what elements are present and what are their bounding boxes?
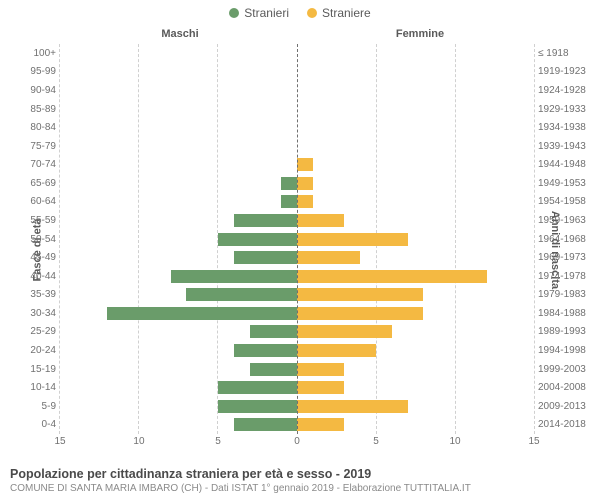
age-label: 80-84: [18, 122, 56, 133]
cohort-label: 1954-1958: [538, 196, 590, 207]
age-label: 65-69: [18, 178, 56, 189]
age-label: 95-99: [18, 66, 56, 77]
bar-female: [297, 363, 344, 376]
age-label: 55-59: [18, 215, 56, 226]
x-axis-ticks: 15105051015: [60, 436, 534, 450]
cohort-label: 1919-1923: [538, 66, 590, 77]
cohort-label: 1969-1973: [538, 252, 590, 263]
cohort-label: 1949-1953: [538, 178, 590, 189]
age-label: 25-29: [18, 326, 56, 337]
bar-male: [107, 307, 297, 320]
column-header-male: Maschi: [60, 28, 300, 40]
bar-male: [218, 400, 297, 413]
legend-item-female: Straniere: [307, 6, 371, 20]
cohort-label: 1959-1963: [538, 215, 590, 226]
bar-male: [281, 195, 297, 208]
cohort-label: 1944-1948: [538, 159, 590, 170]
bar-female: [297, 177, 313, 190]
age-label: 50-54: [18, 234, 56, 245]
footer-subtitle: COMUNE DI SANTA MARIA IMBARO (CH) - Dati…: [10, 483, 590, 494]
plot-area: 100+≤ 191895-991919-192390-941924-192885…: [60, 44, 534, 434]
age-label: 10-14: [18, 382, 56, 393]
age-label: 90-94: [18, 85, 56, 96]
bar-male: [234, 418, 297, 431]
x-tick: 0: [294, 436, 300, 447]
cohort-label: 2014-2018: [538, 419, 590, 430]
age-label: 20-24: [18, 345, 56, 356]
bar-male: [218, 233, 297, 246]
cohort-label: 1984-1988: [538, 308, 590, 319]
bar-female: [297, 400, 408, 413]
bar-male: [171, 270, 297, 283]
bar-female: [297, 325, 392, 338]
age-label: 60-64: [18, 196, 56, 207]
cohort-label: 1974-1978: [538, 271, 590, 282]
column-headers: Maschi Femmine: [60, 28, 540, 40]
age-label: 35-39: [18, 289, 56, 300]
footer-title: Popolazione per cittadinanza straniera p…: [10, 467, 590, 481]
bar-female: [297, 195, 313, 208]
cohort-label: 1929-1933: [538, 104, 590, 115]
bar-male: [250, 363, 297, 376]
column-header-female: Femmine: [300, 28, 540, 40]
bar-female: [297, 288, 423, 301]
chart-footer: Popolazione per cittadinanza straniera p…: [10, 467, 590, 494]
age-label: 45-49: [18, 252, 56, 263]
bar-female: [297, 158, 313, 171]
cohort-label: 1979-1983: [538, 289, 590, 300]
bar-male: [234, 251, 297, 264]
age-label: 15-19: [18, 364, 56, 375]
cohort-label: 1934-1938: [538, 122, 590, 133]
x-tick: 10: [449, 436, 460, 447]
bar-female: [297, 344, 376, 357]
age-label: 100+: [18, 48, 56, 59]
bar-female: [297, 381, 344, 394]
legend-swatch-female: [307, 8, 317, 18]
bar-male: [218, 381, 297, 394]
x-tick: 5: [373, 436, 379, 447]
age-label: 70-74: [18, 159, 56, 170]
age-label: 85-89: [18, 104, 56, 115]
cohort-label: 1939-1943: [538, 141, 590, 152]
bar-female: [297, 214, 344, 227]
bar-female: [297, 251, 360, 264]
age-label: 75-79: [18, 141, 56, 152]
x-tick: 5: [215, 436, 221, 447]
legend-swatch-male: [229, 8, 239, 18]
cohort-label: 1994-1998: [538, 345, 590, 356]
legend: Stranieri Straniere: [0, 0, 600, 20]
center-line: [297, 44, 298, 434]
pyramid-chart: Stranieri Straniere Maschi Femmine Fasce…: [0, 0, 600, 500]
legend-label-female: Straniere: [322, 6, 371, 20]
cohort-label: 1999-2003: [538, 364, 590, 375]
grid-line: [534, 44, 535, 434]
x-tick: 15: [54, 436, 65, 447]
bar-female: [297, 307, 423, 320]
bar-female: [297, 418, 344, 431]
bar-male: [281, 177, 297, 190]
cohort-label: 2004-2008: [538, 382, 590, 393]
bar-male: [250, 325, 297, 338]
bar-female: [297, 233, 408, 246]
cohort-label: 1924-1928: [538, 85, 590, 96]
bar-male: [234, 214, 297, 227]
age-label: 0-4: [18, 419, 56, 430]
x-tick: 10: [133, 436, 144, 447]
age-label: 30-34: [18, 308, 56, 319]
age-label: 5-9: [18, 401, 56, 412]
cohort-label: 1989-1993: [538, 326, 590, 337]
cohort-label: ≤ 1918: [538, 48, 590, 59]
x-tick: 15: [528, 436, 539, 447]
bar-male: [234, 344, 297, 357]
bar-female: [297, 270, 487, 283]
cohort-label: 1964-1968: [538, 234, 590, 245]
age-label: 40-44: [18, 271, 56, 282]
bar-male: [186, 288, 297, 301]
cohort-label: 2009-2013: [538, 401, 590, 412]
legend-item-male: Stranieri: [229, 6, 289, 20]
legend-label-male: Stranieri: [244, 6, 289, 20]
